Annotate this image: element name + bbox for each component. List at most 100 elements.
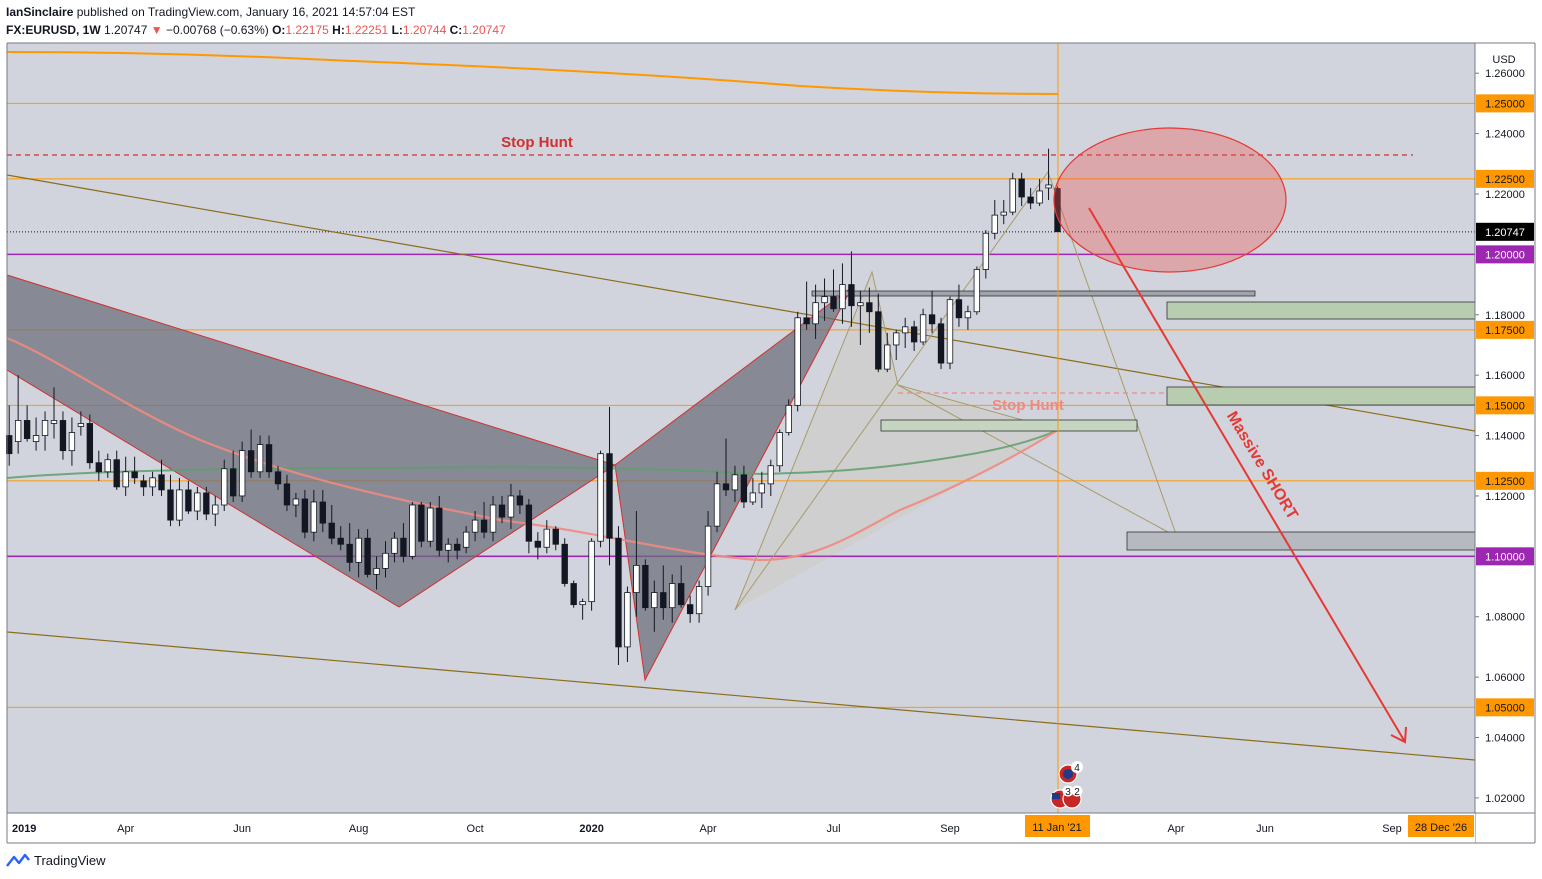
- candle-up[interactable]: [507, 495, 515, 518]
- candle-up[interactable]: [651, 592, 658, 609]
- candle-up[interactable]: [543, 528, 550, 548]
- candle-down[interactable]: [265, 444, 273, 473]
- candle-up[interactable]: [445, 543, 452, 551]
- candle-up[interactable]: [767, 465, 774, 485]
- candle-up[interactable]: [194, 492, 201, 512]
- candle-up[interactable]: [373, 568, 380, 575]
- candle-up[interactable]: [812, 302, 819, 325]
- target-zone-1[interactable]: [1166, 301, 1476, 320]
- candle-up[interactable]: [713, 483, 721, 527]
- candle-up[interactable]: [355, 537, 362, 563]
- candle-down[interactable]: [561, 543, 568, 584]
- candle-down[interactable]: [740, 474, 748, 503]
- candle-up[interactable]: [292, 498, 300, 506]
- candle-up[interactable]: [1036, 190, 1043, 204]
- candle-up[interactable]: [749, 492, 757, 503]
- candle-down[interactable]: [158, 474, 165, 491]
- candle-down[interactable]: [606, 453, 613, 539]
- candle-up[interactable]: [176, 489, 183, 521]
- candle-down[interactable]: [498, 504, 506, 518]
- candle-down[interactable]: [185, 489, 192, 512]
- candle-down[interactable]: [928, 314, 936, 325]
- candle-up[interactable]: [221, 468, 228, 506]
- candle-down[interactable]: [283, 483, 291, 506]
- candle-up[interactable]: [785, 404, 792, 433]
- candle-down[interactable]: [866, 302, 873, 313]
- target-zone-3[interactable]: [1126, 531, 1476, 551]
- projection-lines[interactable]: [734, 170, 1178, 611]
- candle-up[interactable]: [758, 483, 766, 494]
- time-axis[interactable]: 2019 Apr Jun Aug Oct 2020 Apr Jul Sep Apr Jun Sep 1…: [6, 42, 1535, 844]
- candle-up[interactable]: [579, 601, 586, 606]
- candle-up[interactable]: [68, 432, 76, 452]
- candle-up[interactable]: [776, 432, 783, 467]
- candle-up[interactable]: [884, 344, 891, 370]
- candle-down[interactable]: [140, 480, 147, 488]
- candle-up[interactable]: [633, 564, 640, 593]
- candle-up[interactable]: [409, 504, 416, 557]
- candle-up[interactable]: [794, 317, 801, 406]
- candle-down[interactable]: [830, 296, 837, 310]
- candle-up[interactable]: [489, 504, 497, 533]
- candle-down[interactable]: [337, 537, 344, 545]
- candle-down[interactable]: [848, 284, 855, 307]
- candle-up[interactable]: [382, 552, 389, 569]
- candle-down[interactable]: [615, 537, 622, 648]
- candle-up[interactable]: [427, 507, 434, 542]
- candle-down[interactable]: [230, 468, 237, 497]
- candle-down[interactable]: [418, 504, 425, 542]
- candle-down[interactable]: [23, 420, 31, 439]
- abcd-pattern-lower[interactable]: [734, 270, 1059, 611]
- candle-up[interactable]: [471, 519, 479, 533]
- candle-up[interactable]: [1045, 184, 1052, 189]
- candle-down[interactable]: [167, 489, 174, 521]
- candle-down[interactable]: [803, 317, 810, 325]
- candle-up[interactable]: [1000, 211, 1007, 216]
- candle-down[interactable]: [203, 492, 210, 515]
- candle-up[interactable]: [695, 586, 703, 615]
- candle-down[interactable]: [1018, 178, 1025, 198]
- author-name[interactable]: IanSinclaire: [6, 5, 74, 19]
- target-zone-2[interactable]: [1166, 386, 1476, 406]
- candle-down[interactable]: [274, 471, 282, 485]
- candle-down[interactable]: [516, 495, 524, 506]
- candle-up[interactable]: [902, 326, 909, 334]
- candle-up[interactable]: [588, 540, 595, 603]
- candle-down[interactable]: [642, 564, 649, 609]
- candle-up[interactable]: [149, 477, 156, 488]
- candle-up[interactable]: [32, 435, 40, 442]
- candle-up[interactable]: [669, 583, 676, 609]
- candle-up[interactable]: [50, 420, 58, 424]
- candle-up[interactable]: [41, 420, 49, 436]
- candle-up[interactable]: [14, 420, 22, 442]
- candle-down[interactable]: [722, 483, 730, 491]
- candle-down[interactable]: [525, 504, 533, 542]
- candle-down[interactable]: [910, 326, 918, 343]
- candle-down[interactable]: [660, 592, 667, 609]
- candle-up[interactable]: [857, 302, 864, 307]
- candle-down[interactable]: [686, 604, 694, 615]
- projection-line-lower[interactable]: [897, 384, 1178, 538]
- candle-up[interactable]: [973, 269, 981, 313]
- candle-up[interactable]: [597, 453, 604, 542]
- candle-up[interactable]: [839, 284, 846, 310]
- candle-up[interactable]: [122, 471, 129, 488]
- candle-down[interactable]: [364, 537, 371, 575]
- candle-down[interactable]: [131, 471, 138, 479]
- candle-up[interactable]: [893, 332, 900, 346]
- candle-down[interactable]: [113, 459, 120, 488]
- candle-up[interactable]: [77, 423, 85, 427]
- candle-down[interactable]: [86, 423, 94, 464]
- candle-down[interactable]: [95, 462, 102, 473]
- reversal-zone-ellipse[interactable]: [1053, 127, 1287, 273]
- candle-up[interactable]: [256, 444, 264, 473]
- candle-up[interactable]: [704, 525, 712, 587]
- candle-up[interactable]: [1009, 178, 1016, 213]
- candle-up[interactable]: [731, 474, 739, 491]
- price-axis[interactable]: USD 1.26000 1.24000 1.22000 1.18000 1.16000 1…: [1474, 43, 1536, 843]
- candle-down[interactable]: [678, 583, 685, 606]
- candle-down[interactable]: [1027, 196, 1034, 204]
- candle-up[interactable]: [624, 592, 631, 648]
- candle-up[interactable]: [391, 537, 398, 554]
- footer-brand[interactable]: TradingView: [6, 852, 106, 868]
